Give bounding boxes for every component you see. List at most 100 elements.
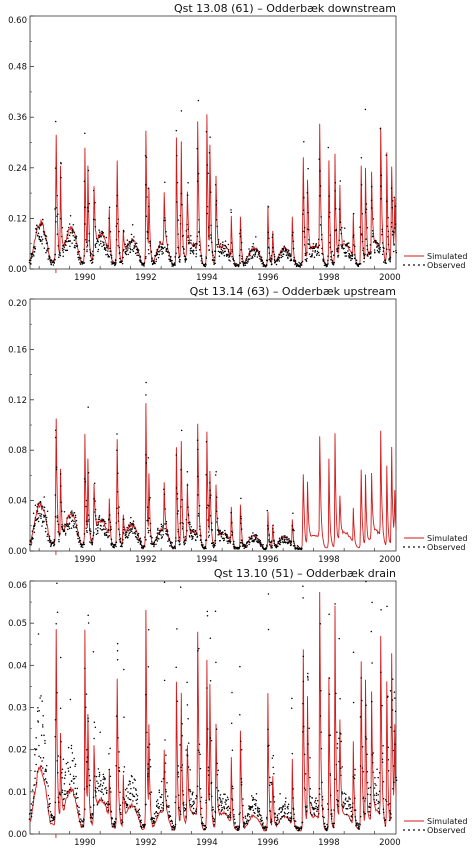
observed-point <box>365 704 367 706</box>
observed-point <box>382 780 385 783</box>
observed-point <box>308 247 311 250</box>
observed-point <box>271 546 273 549</box>
observed-point <box>198 504 201 507</box>
observed-point <box>175 537 177 539</box>
observed-point <box>292 247 295 250</box>
observed-point <box>168 258 171 261</box>
observed-point <box>173 262 176 264</box>
observed-point <box>84 667 86 670</box>
observed-point <box>63 798 65 800</box>
observed-point <box>252 539 254 542</box>
observed-point <box>281 255 284 258</box>
observed-point <box>154 262 156 265</box>
observed-point <box>98 229 100 231</box>
observed-point <box>143 823 145 826</box>
observed-point <box>138 812 140 814</box>
observed-point <box>381 758 384 761</box>
observed-point <box>127 529 129 532</box>
observed-point <box>40 224 43 226</box>
observed-point <box>207 244 210 247</box>
observed-point <box>59 473 62 475</box>
observed-point <box>355 259 358 262</box>
observed-point <box>209 489 211 492</box>
legend-observed-swatch <box>403 829 405 831</box>
observed-point <box>229 811 232 814</box>
observed-point <box>86 785 88 788</box>
observed-point <box>352 212 355 215</box>
observed-point <box>316 810 318 813</box>
observed-point <box>71 242 73 244</box>
observed-point <box>75 519 78 522</box>
observed-point <box>183 248 185 251</box>
observed-point <box>139 820 142 822</box>
observed-point <box>212 806 214 809</box>
observed-point <box>39 500 42 503</box>
observed-point <box>152 817 155 820</box>
observed-point <box>88 784 91 786</box>
observed-point <box>89 816 92 819</box>
observed-point <box>178 540 181 543</box>
observed-point <box>93 775 96 777</box>
observed-point <box>177 773 179 775</box>
observed-point <box>129 248 132 251</box>
observed-point <box>254 807 257 810</box>
observed-point <box>229 815 232 817</box>
observed-point <box>67 770 70 772</box>
observed-point <box>183 255 186 257</box>
observed-point <box>209 136 211 138</box>
observed-point <box>253 540 255 543</box>
observed-point <box>270 820 273 823</box>
observed-point <box>62 244 65 246</box>
observed-point <box>239 665 241 668</box>
observed-point <box>103 525 105 527</box>
observed-point <box>119 261 121 263</box>
observed-point <box>227 537 229 540</box>
observed-point <box>84 481 87 483</box>
observed-point <box>206 687 208 689</box>
observed-point <box>70 747 73 750</box>
observed-point <box>200 541 203 544</box>
observed-point <box>53 538 56 541</box>
observed-point <box>228 255 231 258</box>
observed-point <box>197 172 200 175</box>
observed-point <box>212 254 214 257</box>
observed-point <box>108 803 111 805</box>
observed-point <box>103 534 106 536</box>
observed-point <box>61 247 64 250</box>
x-tick-label: 1992 <box>135 273 157 283</box>
observed-point <box>29 543 31 546</box>
observed-point <box>52 264 55 266</box>
observed-point <box>210 739 213 742</box>
observed-point <box>372 235 374 238</box>
observed-point <box>136 536 138 539</box>
observed-point <box>81 544 83 546</box>
observed-point <box>67 525 69 527</box>
observed-point <box>255 802 257 805</box>
observed-point <box>136 802 138 805</box>
observed-point <box>224 250 226 253</box>
observed-point <box>105 786 107 789</box>
observed-point <box>186 484 189 486</box>
observed-point <box>67 746 70 749</box>
observed-point <box>215 471 217 473</box>
observed-point <box>210 191 212 193</box>
observed-point <box>267 528 269 530</box>
observed-point <box>105 253 107 256</box>
observed-point <box>279 792 281 795</box>
observed-point <box>240 749 243 751</box>
observed-point <box>67 523 69 526</box>
observed-point <box>318 793 321 795</box>
observed-point <box>168 804 170 807</box>
observed-point <box>41 222 43 224</box>
observed-point <box>54 167 57 169</box>
observed-point <box>151 541 153 543</box>
observed-point <box>158 529 160 532</box>
observed-point <box>140 826 143 829</box>
observed-point <box>85 499 88 502</box>
observed-point <box>286 812 289 815</box>
observed-point <box>126 526 128 529</box>
observed-point <box>38 502 40 504</box>
observed-point <box>184 256 187 258</box>
observed-point <box>372 218 375 220</box>
observed-point <box>134 779 136 782</box>
